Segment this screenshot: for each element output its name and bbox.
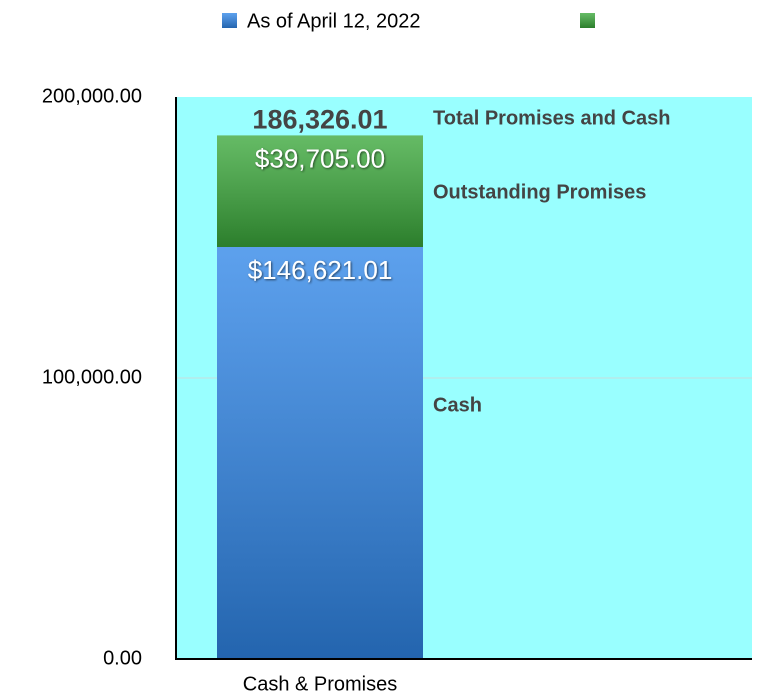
value-label: $39,705.00 [255, 143, 385, 173]
legend-label: As of April 12, 2022 [247, 10, 420, 32]
total-label: 186,326.01 [252, 105, 387, 135]
annotation: Total Promises and Cash [433, 107, 670, 129]
annotation: Cash [433, 394, 482, 416]
y-tick-label: 0.00 [103, 647, 142, 669]
x-tick-label: Cash & Promises [243, 673, 398, 695]
y-tick-label: 200,000.00 [42, 85, 142, 107]
legend-swatch-shading [222, 13, 237, 28]
y-tick-label: 100,000.00 [42, 366, 142, 388]
bar-shading [217, 246, 423, 659]
legend-swatch-shading [580, 13, 595, 28]
value-label: $146,621.01 [248, 255, 393, 285]
bar-shading [217, 135, 423, 247]
annotation: Outstanding Promises [433, 181, 646, 203]
